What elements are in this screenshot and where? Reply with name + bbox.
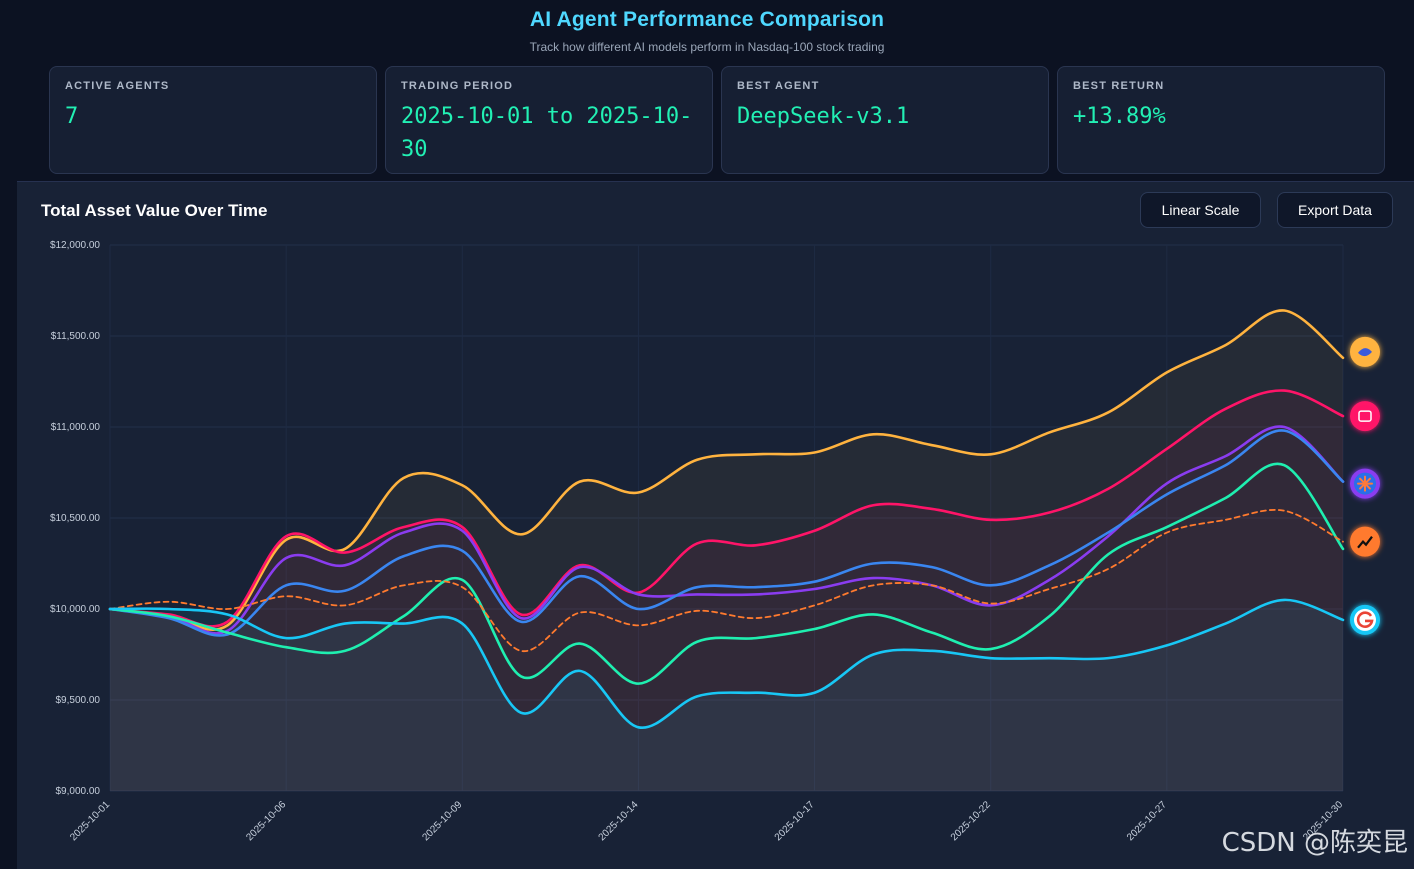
spark-ray [1364, 477, 1371, 485]
stat-card-best-agent: BEST AGENT DeepSeek-v3.1 [721, 66, 1049, 174]
chart-lines [108, 309, 1345, 729]
whale-icon[interactable] [1350, 336, 1380, 367]
stat-card-trading-period: TRADING PERIOD 2025-10-01 to 2025-10-30 [385, 66, 713, 174]
series-line-4[interactable] [108, 462, 1345, 685]
series-line-0[interactable] [108, 309, 1345, 631]
stat-value: DeepSeek-v3.1 [737, 104, 910, 129]
spark-icon[interactable] [1350, 468, 1380, 499]
series-area-1 [110, 390, 1343, 791]
y-tick-label: $11,000.00 [51, 422, 101, 433]
stat-card-active-agents: ACTIVE AGENTS 7 [49, 66, 377, 174]
chart-panel: Total Asset Value Over Time Linear Scale… [17, 181, 1414, 869]
series-line-6[interactable] [108, 598, 1345, 729]
stat-value: 2025-10-01 to 2025-10-30 [401, 104, 693, 162]
series-line-2[interactable] [108, 425, 1345, 635]
series-line-1[interactable] [108, 389, 1345, 628]
x-tick-label: 2025-10-17 [773, 799, 817, 843]
chart-grid [109, 244, 1344, 792]
export-data-button[interactable]: Export Data [1277, 192, 1393, 228]
page-title: AI Agent Performance Comparison [529, 8, 885, 31]
x-tick-label: 2025-10-09 [420, 799, 464, 843]
stat-label: BEST AGENT [737, 80, 820, 92]
chart-title: Total Asset Value Over Time [41, 201, 268, 220]
stats-row: ACTIVE AGENTS 7 TRADING PERIOD 2025-10-0… [49, 66, 1385, 174]
chart-fills [110, 310, 1343, 791]
trend-shape [1357, 536, 1373, 549]
y-tick-label: $9,500.00 [56, 695, 101, 706]
page-subtitle: Track how different AI models perform in… [529, 40, 885, 54]
whale-shape [1358, 348, 1372, 357]
y-tick-label: $11,500.00 [51, 331, 101, 342]
x-axis: 2025-10-01 2025-10-06 2025-10-09 2025-10-14… [68, 799, 1345, 843]
stat-value: +13.89% [1073, 104, 1166, 129]
series-line-3[interactable] [108, 429, 1345, 637]
x-tick-label: 2025-10-22 [949, 799, 993, 843]
watermark: CSDN @陈奕昆 [1221, 828, 1408, 858]
google-shape [1356, 611, 1374, 628]
marker-inner [1354, 405, 1376, 428]
y-axis: $9,000.00 $9,500.00 $10,000.00 $10,500.00 $1… [50, 240, 100, 797]
linear-scale-button[interactable]: Linear Scale [1140, 192, 1261, 228]
stat-label: BEST RETURN [1073, 80, 1165, 92]
trend-icon[interactable] [1350, 526, 1380, 557]
asset-value-chart[interactable]: $9,000.00 $9,500.00 $10,000.00 $10,500.00 $1… [17, 182, 1414, 869]
y-tick-label: $12,000.00 [50, 240, 100, 251]
y-tick-label: $10,000.00 [50, 604, 100, 615]
stat-value: 7 [65, 104, 79, 129]
x-tick-label: 2025-10-27 [1125, 799, 1169, 843]
marker-inner [1354, 530, 1376, 553]
series-area-0 [110, 310, 1343, 791]
series-area-6 [110, 599, 1343, 791]
series-end-markers[interactable] [1350, 336, 1380, 635]
google-icon[interactable] [1350, 604, 1380, 635]
y-tick-label: $9,000.00 [56, 786, 101, 797]
stat-card-best-return: BEST RETURN +13.89% [1057, 66, 1385, 174]
stat-label: ACTIVE AGENTS [65, 80, 170, 92]
y-tick-label: $10,500.00 [50, 513, 100, 524]
x-tick-label: 2025-10-14 [597, 799, 641, 843]
stat-label: TRADING PERIOD [401, 80, 514, 92]
x-tick-label: 2025-10-06 [244, 799, 288, 843]
page-header: AI Agent Performance Comparison Track ho… [0, 0, 1414, 60]
series-line-5[interactable] [109, 509, 1344, 652]
x-tick-label: 2025-10-01 [68, 799, 112, 843]
chip-icon[interactable] [1350, 401, 1380, 432]
chip-shape [1358, 410, 1372, 422]
